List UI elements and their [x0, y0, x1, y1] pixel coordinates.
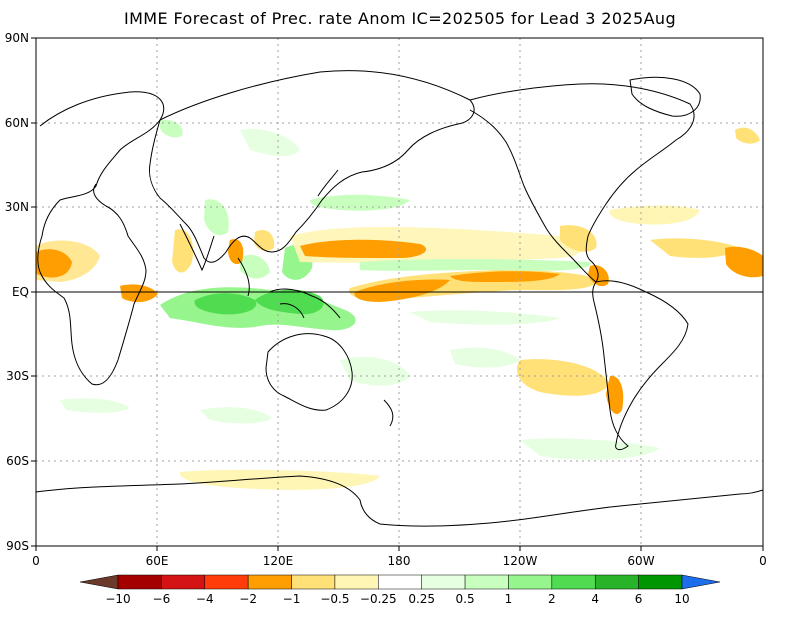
lat-label-60s: 60S — [6, 454, 29, 468]
colorbar-swatch — [161, 574, 206, 590]
tick-marks — [31, 37, 764, 551]
lon-label-0-east: 0 — [759, 554, 767, 568]
lon-label-120e: 120E — [263, 554, 294, 568]
colorbar-swatch — [378, 574, 422, 590]
colorbar-swatch — [551, 574, 596, 590]
colorbar: −10 −6 −4 −2 −1 −0.5 −0.25 0.25 0.5 1 2 4 6 10 — [79, 574, 721, 606]
lat-label-90s: 90S — [6, 539, 29, 553]
lon-label-180: 180 — [388, 554, 411, 568]
colorbar-label: −6 — [153, 592, 171, 606]
lat-label-60n: 60N — [5, 116, 29, 130]
colorbar-arrow-low — [79, 574, 119, 590]
lat-label-30s: 30S — [6, 369, 29, 383]
map-title: IMME Forecast of Prec. rate Anom IC=2025… — [123, 9, 677, 28]
colorbar-swatch — [638, 574, 683, 590]
lat-label-30n: 30N — [5, 200, 29, 214]
colorbar-swatch — [117, 574, 162, 590]
lon-label-60e: 60E — [146, 554, 169, 568]
lon-label-120w: 120W — [503, 554, 538, 568]
colorbar-swatch — [204, 574, 249, 590]
colorbar-arrow-high — [681, 574, 721, 590]
colorbar-label: 6 — [635, 592, 643, 606]
colorbar-label: 0.5 — [456, 592, 475, 606]
colorbar-label: 0.25 — [408, 592, 435, 606]
lon-label-0: 0 — [32, 554, 40, 568]
colorbar-swatch — [464, 574, 509, 590]
colorbar-label: −4 — [196, 592, 214, 606]
colorbar-swatch — [421, 574, 466, 590]
colorbar-label: 10 — [674, 592, 689, 606]
colorbar-label: 1 — [505, 592, 513, 606]
lat-label-eq: EQ — [12, 285, 29, 299]
lat-label-90n: 90N — [5, 31, 29, 45]
colorbar-swatch — [247, 574, 292, 590]
colorbar-label: 4 — [591, 592, 599, 606]
colorbar-label: −10 — [105, 592, 130, 606]
longitude-labels: 0 60E 120E 180 120W 60W 0 — [32, 554, 767, 568]
colorbar-label: −2 — [239, 592, 257, 606]
colorbar-label: 2 — [548, 592, 556, 606]
colorbar-swatch — [291, 574, 336, 590]
colorbar-label: −0.25 — [360, 592, 397, 606]
lon-label-60w: 60W — [627, 554, 654, 568]
colorbar-label: −0.5 — [320, 592, 349, 606]
colorbar-swatch — [508, 574, 553, 590]
colorbar-label: −1 — [283, 592, 301, 606]
colorbar-swatch — [594, 574, 639, 590]
coastlines — [35, 70, 764, 527]
latitude-labels: 90N 60N 30N EQ 30S 60S 90S — [5, 31, 29, 553]
anomaly-shading — [36, 119, 763, 490]
colorbar-swatch — [334, 574, 379, 590]
